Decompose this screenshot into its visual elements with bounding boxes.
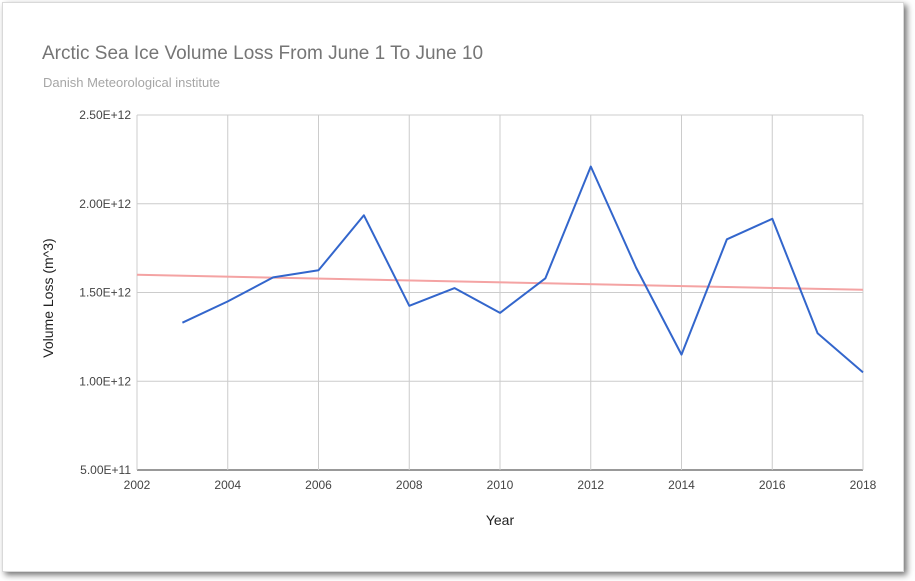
- y-tick-label: 2.00E+12: [79, 197, 131, 211]
- x-tick-label: 2018: [850, 478, 877, 492]
- x-axis-ticks: 2002 2004 2006 2008 2010 2012 2014 2016 2018: [124, 478, 877, 492]
- series-lines: [136, 165, 864, 374]
- y-tick-label: 2.50E+12: [79, 108, 131, 122]
- y-axis-title: Volume Loss (m^3): [40, 238, 56, 357]
- chart-title: Arctic Sea Ice Volume Loss From June 1 T…: [42, 43, 484, 64]
- y-axis-ticks: 5.00E+11 1.00E+12 1.50E+12 2.00E+12 2.50E+12: [79, 108, 131, 477]
- x-tick-label: 2010: [487, 478, 514, 492]
- x-tick-label: 2004: [214, 478, 241, 492]
- y-tick-label: 1.00E+12: [79, 374, 131, 388]
- x-tick-label: 2006: [305, 478, 332, 492]
- trendline: [136, 273, 864, 291]
- x-tick-label: 2014: [668, 478, 695, 492]
- x-tick-label: 2002: [124, 478, 151, 492]
- x-tick-label: 2008: [396, 478, 423, 492]
- volume-loss-line: [181, 165, 864, 374]
- chart-subtitle: Danish Meteorological institute: [43, 75, 221, 90]
- y-tick-label: 5.00E+11: [80, 463, 131, 477]
- x-tick-label: 2016: [759, 478, 786, 492]
- x-tick-label: 2012: [577, 478, 604, 492]
- gridlines: [136, 114, 864, 471]
- x-axis-title: Year: [486, 512, 515, 528]
- y-tick-label: 1.50E+12: [79, 286, 131, 300]
